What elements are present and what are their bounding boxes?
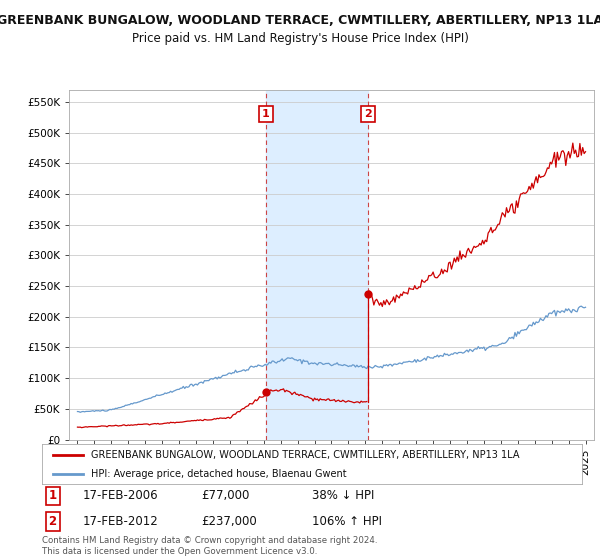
Text: 2: 2: [49, 515, 56, 528]
Bar: [266, 90, 368, 440]
Text: £237,000: £237,000: [202, 515, 257, 528]
Text: HPI: Average price, detached house, Blaenau Gwent: HPI: Average price, detached house, Blae…: [91, 469, 346, 479]
Text: 17-FEB-2006: 17-FEB-2006: [83, 489, 158, 502]
Text: 17-FEB-2012: 17-FEB-2012: [83, 515, 158, 528]
Text: GREENBANK BUNGALOW, WOODLAND TERRACE, CWMTILLERY, ABERTILLERY, NP13 1LA: GREENBANK BUNGALOW, WOODLAND TERRACE, CW…: [0, 14, 600, 27]
Text: 1: 1: [262, 109, 270, 119]
Text: Price paid vs. HM Land Registry's House Price Index (HPI): Price paid vs. HM Land Registry's House …: [131, 32, 469, 45]
Text: 38% ↓ HPI: 38% ↓ HPI: [312, 489, 374, 502]
Text: Contains HM Land Registry data © Crown copyright and database right 2024.
This d: Contains HM Land Registry data © Crown c…: [42, 536, 377, 556]
Text: 106% ↑ HPI: 106% ↑ HPI: [312, 515, 382, 528]
Text: GREENBANK BUNGALOW, WOODLAND TERRACE, CWMTILLERY, ABERTILLERY, NP13 1LA: GREENBANK BUNGALOW, WOODLAND TERRACE, CW…: [91, 450, 519, 460]
Text: 1: 1: [49, 489, 56, 502]
Text: £77,000: £77,000: [202, 489, 250, 502]
Text: 2: 2: [364, 109, 371, 119]
